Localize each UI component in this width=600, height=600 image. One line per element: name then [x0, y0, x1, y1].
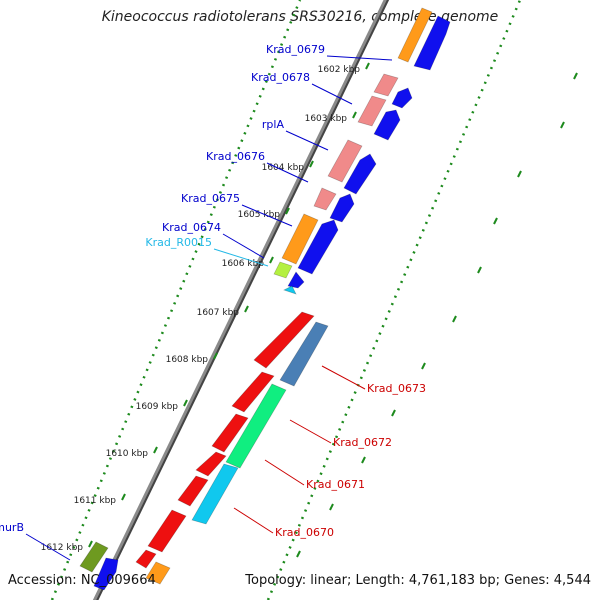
gene-label: Krad_0675	[181, 192, 240, 205]
gene-label: Krad_0676	[206, 150, 265, 163]
gene-connector	[264, 459, 305, 486]
cds-blue-feature	[343, 153, 377, 195]
kbp-tick-right	[493, 217, 498, 225]
rna-lime-feature	[273, 261, 293, 279]
kbp-tick-left	[309, 160, 314, 168]
gene-label: Krad_0672	[333, 436, 392, 449]
gene-connector	[213, 248, 269, 267]
left-dotted-guide	[50, 0, 302, 600]
kbp-tick-left	[352, 111, 357, 119]
cds-red-feature	[147, 509, 187, 553]
gene-connector	[241, 204, 293, 227]
cds-red-feature	[195, 451, 227, 477]
gene-label: murB	[0, 521, 24, 534]
gene-label: Krad_0670	[275, 526, 334, 539]
gene-label: Krad_0673	[367, 382, 426, 395]
cds-orange-feature	[397, 7, 433, 63]
kbp-label: 1611 kbp	[74, 496, 117, 506]
kbp-label: 1604 kbp	[262, 163, 305, 173]
kbp-label: 1606 kbp	[222, 259, 265, 269]
kbp-tick-right	[560, 121, 565, 129]
cds-blue-feature	[413, 15, 451, 71]
cds-green-feature	[225, 383, 287, 469]
cds-blue-feature	[329, 193, 355, 223]
kbp-tick-left	[285, 207, 290, 215]
gene-label: Krad_0678	[251, 71, 310, 84]
genome-summary-text: Topology: linear; Length: 4,761,183 bp; …	[245, 573, 591, 588]
kbp-tick-left	[213, 352, 218, 360]
cds-orange-feature	[281, 213, 319, 265]
kbp-tick-right	[452, 315, 457, 323]
cds-red-feature	[253, 311, 315, 369]
kbp-tick-left	[269, 256, 274, 264]
kbp-label: 1612 kbp	[41, 543, 84, 553]
kbp-tick-right	[421, 362, 426, 370]
kbp-tick-left	[183, 399, 188, 407]
cds-pink-feature	[357, 95, 387, 127]
kbp-tick-right	[361, 456, 366, 464]
cds-red-feature	[177, 475, 209, 507]
gene-label: Krad_0679	[266, 43, 325, 56]
cds-olive-feature	[79, 541, 109, 573]
kbp-tick-right	[329, 503, 334, 511]
kbp-tick-right	[477, 266, 482, 274]
kbp-label: 1605 kbp	[238, 210, 281, 220]
gene-connector	[25, 533, 71, 561]
cds-blue-feature	[297, 219, 339, 275]
cds-blue-feature	[287, 271, 305, 289]
kbp-tick-right	[391, 409, 396, 417]
cds-steelblue-feature	[279, 321, 329, 387]
cds-cyan-feature	[191, 463, 239, 525]
cds-blue-feature	[373, 109, 401, 141]
cds-pink-feature	[327, 139, 363, 183]
cds-orange-feature	[145, 561, 171, 585]
gene-connector	[285, 130, 329, 151]
gene-connector	[326, 55, 393, 61]
gene-connector	[233, 507, 274, 534]
cds-blue-feature	[391, 87, 413, 109]
accession-text: Accession: NC_009664	[8, 573, 156, 588]
kbp-tick-left	[121, 493, 126, 501]
kbp-tick-right	[296, 550, 301, 558]
gene-label: rplA	[262, 118, 285, 131]
gene-connector	[289, 419, 332, 444]
cds-red-feature	[231, 371, 275, 413]
cds-blue-feature	[93, 557, 119, 591]
cds-pink-feature	[313, 187, 337, 211]
kbp-label: 1608 kbp	[166, 355, 209, 365]
cds-red-feature	[211, 413, 249, 453]
kbp-tick-left	[88, 540, 93, 548]
kbp-tick-left	[365, 62, 370, 70]
rna-cyan-marker	[283, 285, 297, 295]
kbp-label: 1603 kbp	[305, 114, 348, 124]
kbp-label: 1602 kbp	[318, 65, 361, 75]
kbp-tick-left	[244, 305, 249, 313]
kbp-tick-right	[573, 72, 578, 80]
kbp-label: 1609 kbp	[136, 402, 179, 412]
right-dotted-guide	[266, 0, 522, 600]
gene-label: Krad_R0015	[145, 236, 212, 249]
gene-connector	[311, 83, 353, 105]
genome-title: Kineococcus radiotolerans SRS30216, comp…	[101, 9, 499, 25]
kbp-label: 1607 kbp	[197, 308, 240, 318]
cds-red-feature	[135, 549, 157, 569]
gene-label: Krad_0671	[306, 478, 365, 491]
kbp-label: 1610 kbp	[106, 449, 149, 459]
gene-label: Krad_0674	[162, 221, 221, 234]
kbp-tick-left	[153, 446, 158, 454]
gene-connector	[321, 365, 366, 390]
gene-connector	[222, 233, 265, 259]
cds-pink-feature	[373, 73, 399, 97]
kbp-tick-right	[517, 170, 522, 178]
gene-connector	[266, 162, 309, 183]
backbone-shadow	[94, 0, 390, 600]
